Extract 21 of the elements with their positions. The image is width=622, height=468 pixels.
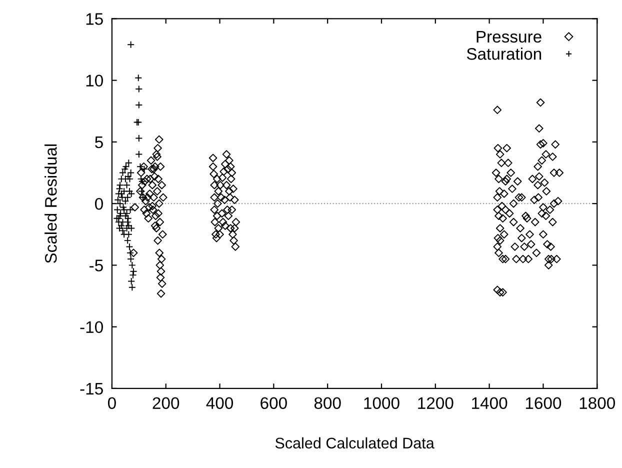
legend-label: Saturation: [466, 48, 542, 60]
x-tick-label: 0: [108, 397, 116, 410]
y-tick-label: 5: [95, 136, 103, 148]
x-tick-label: 200: [152, 397, 180, 410]
x-tick-label: 1800: [580, 397, 616, 410]
y-tick-label: -15: [80, 383, 103, 395]
y-tick-label: 0: [95, 198, 103, 210]
x-tick-label: 1400: [472, 397, 508, 410]
x-tick-label: 400: [206, 397, 234, 410]
y-tick-label: 15: [86, 13, 103, 25]
x-tick-label: 800: [314, 397, 341, 410]
legend-label: Pressure: [476, 31, 542, 43]
x-tick-label: 1600: [526, 397, 562, 410]
y-axis-title: Scaled Residual: [44, 144, 57, 264]
y-tick-label: -10: [80, 321, 103, 334]
y-tick-label: -5: [90, 260, 103, 272]
y-tick-label: 10: [86, 74, 103, 87]
x-axis-title: Scaled Calculated Data: [275, 437, 434, 449]
x-tick-label: 1200: [418, 397, 454, 410]
x-tick-label: 1000: [364, 397, 400, 410]
x-tick-label: 600: [260, 397, 287, 410]
